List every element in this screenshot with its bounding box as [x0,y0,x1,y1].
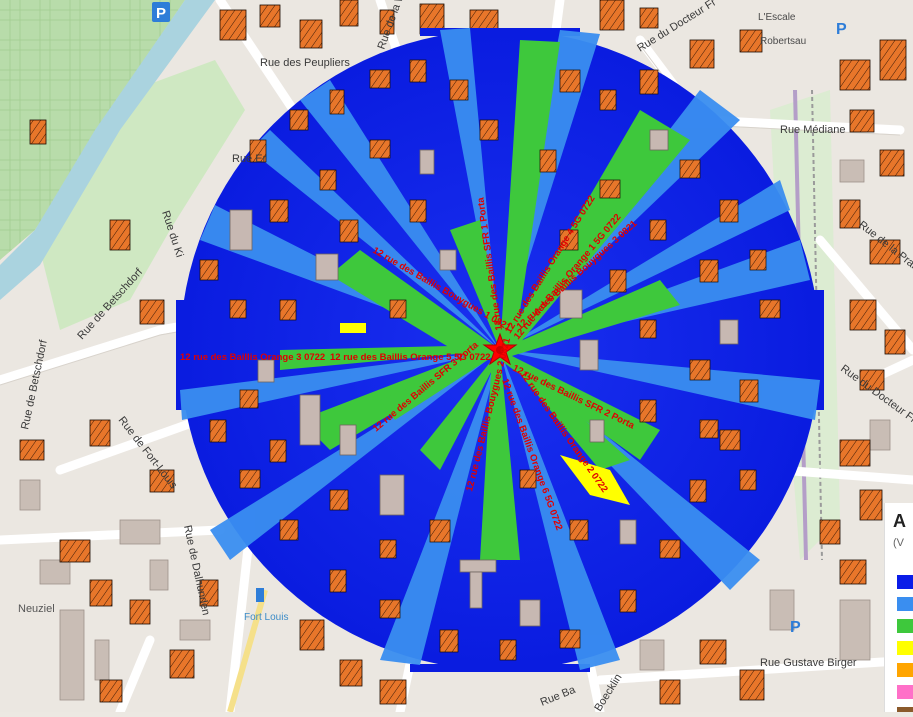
fort-louis-icon[interactable] [256,588,264,602]
legend-swatch [897,707,913,712]
poi-label-lescale: L'Escale [758,12,796,23]
sector-label: 12 rue des Baillis Orange 3 0722 [180,352,325,363]
poi-label-robertsau: Robertsau [760,36,806,47]
legend-panel: A (V [884,503,913,712]
poi-label-fort-louis: Fort Louis [244,612,288,623]
legend-subtitle: (V [893,537,904,549]
legend-swatch [897,619,913,633]
legend-swatch [897,663,913,677]
buildings-hatched-inner [199,59,781,661]
svg-text:P: P [836,21,847,38]
parking-icon[interactable]: P [152,2,170,22]
legend-swatch [897,685,913,699]
street-label: Rue Gustave Birger [760,657,857,669]
canal [0,0,215,300]
parking-icon[interactable]: P [836,21,847,38]
buildings-gray [19,159,891,701]
poi-label-neuziel: Neuziel [18,603,55,615]
green-belt [35,60,245,330]
rail-track [811,89,823,561]
park-area [0,0,185,260]
poi-labels: Neuziel Fort Louis Robertsau L'Escale [18,12,806,623]
buildings-gray-inner [229,129,739,627]
sector-label: 12 rue des Baillis Orange 5 5G 0722 [330,352,491,363]
legend-swatch [897,641,913,655]
legend-title: A [893,511,906,531]
parking-icon[interactable]: P [790,619,801,636]
street-label: Rue Médiane [780,124,845,136]
street-label: Rue Er [232,153,267,165]
legend-swatch [897,597,913,611]
legend-swatch [897,575,913,589]
svg-text:P: P [790,619,801,636]
svg-text:P: P [156,5,166,22]
secondary-road [227,589,268,713]
antenna-marker[interactable] [482,332,518,366]
street-label: Rue des Peupliers [260,57,350,69]
buildings-hatched-outer [19,0,907,705]
